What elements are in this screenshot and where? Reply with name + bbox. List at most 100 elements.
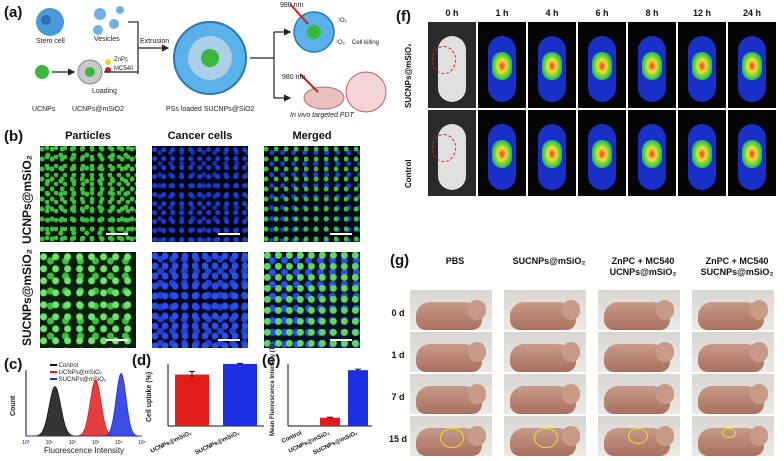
laser-bottom-label: 980 nm bbox=[282, 74, 306, 81]
micrograph-ucnps-cancer-cells bbox=[152, 146, 248, 242]
day-label: 7 d bbox=[391, 392, 405, 402]
row-label-ucnps: UCNPs@mSiO₂ bbox=[20, 154, 34, 244]
timepoint-label: 24 h bbox=[742, 8, 761, 18]
imaging-tile bbox=[428, 22, 476, 108]
tumor-ring bbox=[628, 428, 648, 444]
mouse-photo bbox=[504, 332, 586, 372]
vesicles-label: Vesicles bbox=[94, 36, 120, 43]
timepoint-label: 4 h bbox=[545, 8, 559, 18]
micrograph-sucnps-particles bbox=[40, 252, 136, 348]
imaging-tile bbox=[578, 110, 626, 196]
mouse-photo bbox=[504, 416, 586, 456]
day-label: 15 d bbox=[388, 434, 407, 444]
fluorescence-signal bbox=[642, 52, 662, 80]
in-vivo-label: In vivo targeted PDT bbox=[290, 112, 354, 119]
fluorescence-signal bbox=[692, 140, 712, 168]
ucnp-icon bbox=[35, 65, 49, 79]
mouse-photo bbox=[410, 290, 492, 330]
histogram-tick-label: 10⁰ bbox=[22, 440, 30, 446]
histogram-series bbox=[25, 372, 143, 437]
day-label-column: 0 d 1 d 7 d 15 d bbox=[386, 290, 410, 456]
histogram-tick-label: 10³ bbox=[92, 440, 100, 446]
loading-label: Loading bbox=[92, 88, 117, 95]
fluorescence-signal bbox=[692, 52, 712, 80]
imaging-tile bbox=[628, 110, 676, 196]
micrograph-sucnps-cancer-cells bbox=[152, 252, 248, 348]
singlet-oxygen-top: ¹O₂ bbox=[338, 18, 347, 24]
col-header-merged: Merged bbox=[292, 130, 332, 142]
panel-label-d: (d) bbox=[132, 352, 152, 369]
imaging-tile bbox=[578, 22, 626, 108]
panel-label-f: (f) bbox=[396, 8, 411, 25]
schematic-drawing bbox=[35, 3, 387, 113]
timepoint-label: 6 h bbox=[595, 8, 609, 18]
fluorescence-signal bbox=[542, 140, 562, 168]
panel-label-c: (c) bbox=[4, 356, 23, 373]
legend-control: Control bbox=[50, 363, 106, 370]
imaging-row-label-sucnps: SUCNPs@mSiO₂ bbox=[404, 43, 413, 108]
imaging-tile bbox=[728, 110, 776, 196]
treatment-group-header: PBS bbox=[445, 256, 465, 266]
timepoint-header-row: 0 h 1 h 4 h 6 h 8 h 12 h 24 h bbox=[428, 8, 778, 22]
micrograph-sucnps-merged bbox=[264, 252, 360, 348]
col-header-cancer-cells: Cancer cells bbox=[167, 130, 233, 142]
fluorescence-signal bbox=[592, 52, 612, 80]
imaging-tile bbox=[428, 110, 476, 196]
tumor-zoom-icon bbox=[345, 71, 387, 113]
histogram-xlabel: Fluorescence Intensity bbox=[44, 446, 125, 455]
ucnps-label: UCNPs bbox=[32, 106, 56, 113]
znpc-label: ZnPc bbox=[114, 57, 129, 63]
imaging-tile bbox=[678, 22, 726, 108]
bar bbox=[223, 364, 257, 426]
mfi-ylabel: Mean Fluorescence Intensity (10⁴) bbox=[270, 338, 276, 436]
schematic-figure: Stem cell Vesicles Extrusion Loading UCN… bbox=[28, 2, 398, 122]
imaging-row-label-control: Control bbox=[404, 159, 413, 188]
mouse-photo bbox=[598, 290, 680, 330]
bar-category-label: UCNPs@mSiO₂ bbox=[150, 430, 193, 454]
singlet-oxygen-bottom: ¹O₂ bbox=[336, 40, 345, 46]
imaging-tile bbox=[628, 22, 676, 108]
legend-sucnps: SUCNPs@mSiO₂ bbox=[50, 377, 106, 384]
mouse-photo bbox=[598, 416, 680, 456]
timepoint-label: 1 h bbox=[495, 8, 509, 18]
mouse-photo bbox=[692, 290, 774, 330]
tumor-ring bbox=[440, 428, 464, 448]
mouse-photo bbox=[692, 332, 774, 372]
histogram-svg: 10⁰ 10¹ 10² 10³ 10⁴ 10⁵ bbox=[22, 370, 146, 446]
fluorescence-signal bbox=[642, 140, 662, 168]
imaging-tile bbox=[678, 110, 726, 196]
laser-top-icon bbox=[289, 3, 309, 25]
imaging-grid bbox=[428, 22, 778, 198]
mouse-photo bbox=[598, 332, 680, 372]
cell-uptake-chart: UCNPs@mSiO₂ SUCNPs@mSiO₂ Cell uptake (%) bbox=[146, 356, 270, 456]
imaging-tile bbox=[728, 22, 776, 108]
mouse-photo bbox=[410, 332, 492, 372]
fluorescence-signal bbox=[742, 140, 762, 168]
col-header-particles: Particles bbox=[65, 130, 111, 142]
micrograph-ucnps-merged bbox=[264, 146, 360, 242]
fluorescence-signal bbox=[542, 52, 562, 80]
bar bbox=[175, 374, 209, 426]
bar-category-label: SUCNPs@mSiO₂ bbox=[194, 430, 241, 456]
histogram-ylabel: Count bbox=[10, 395, 17, 416]
imaging-tile bbox=[528, 110, 576, 196]
tumor-ring bbox=[534, 428, 558, 448]
mfi-chart: Control UCNPs@mSiO₂ SUCNPs@mSiO₂ Mean Fluo… bbox=[270, 339, 378, 456]
mouse-photo bbox=[598, 374, 680, 414]
timepoint-label: 12 h bbox=[692, 8, 711, 18]
ps-loaded-label: PSs loaded SUCNPs@SiO2 bbox=[166, 106, 255, 113]
histogram-legend: Control UCNPs@mSiO₂ SUCNPs@mSiO₂ bbox=[50, 363, 106, 384]
legend-ucnps: UCNPs@mSiO₂ bbox=[50, 370, 106, 377]
tumor-marker-circle bbox=[432, 134, 456, 162]
imaging-tile bbox=[528, 22, 576, 108]
stem-cell-label: Stem cell bbox=[36, 38, 65, 45]
panel-label-g: (g) bbox=[390, 252, 410, 269]
fluorescence-signal bbox=[592, 140, 612, 168]
panel-label-e: (e) bbox=[262, 352, 281, 369]
vesicles-icon bbox=[93, 6, 124, 35]
cell-uptake-ylabel: Cell uptake (%) bbox=[146, 371, 153, 422]
cell-killing-label: Cell killing bbox=[352, 40, 380, 46]
mouse-photo bbox=[504, 290, 586, 330]
treatment-group-header: SUCNPs@mSiO₂ bbox=[512, 256, 586, 266]
imaging-tile bbox=[478, 110, 526, 196]
